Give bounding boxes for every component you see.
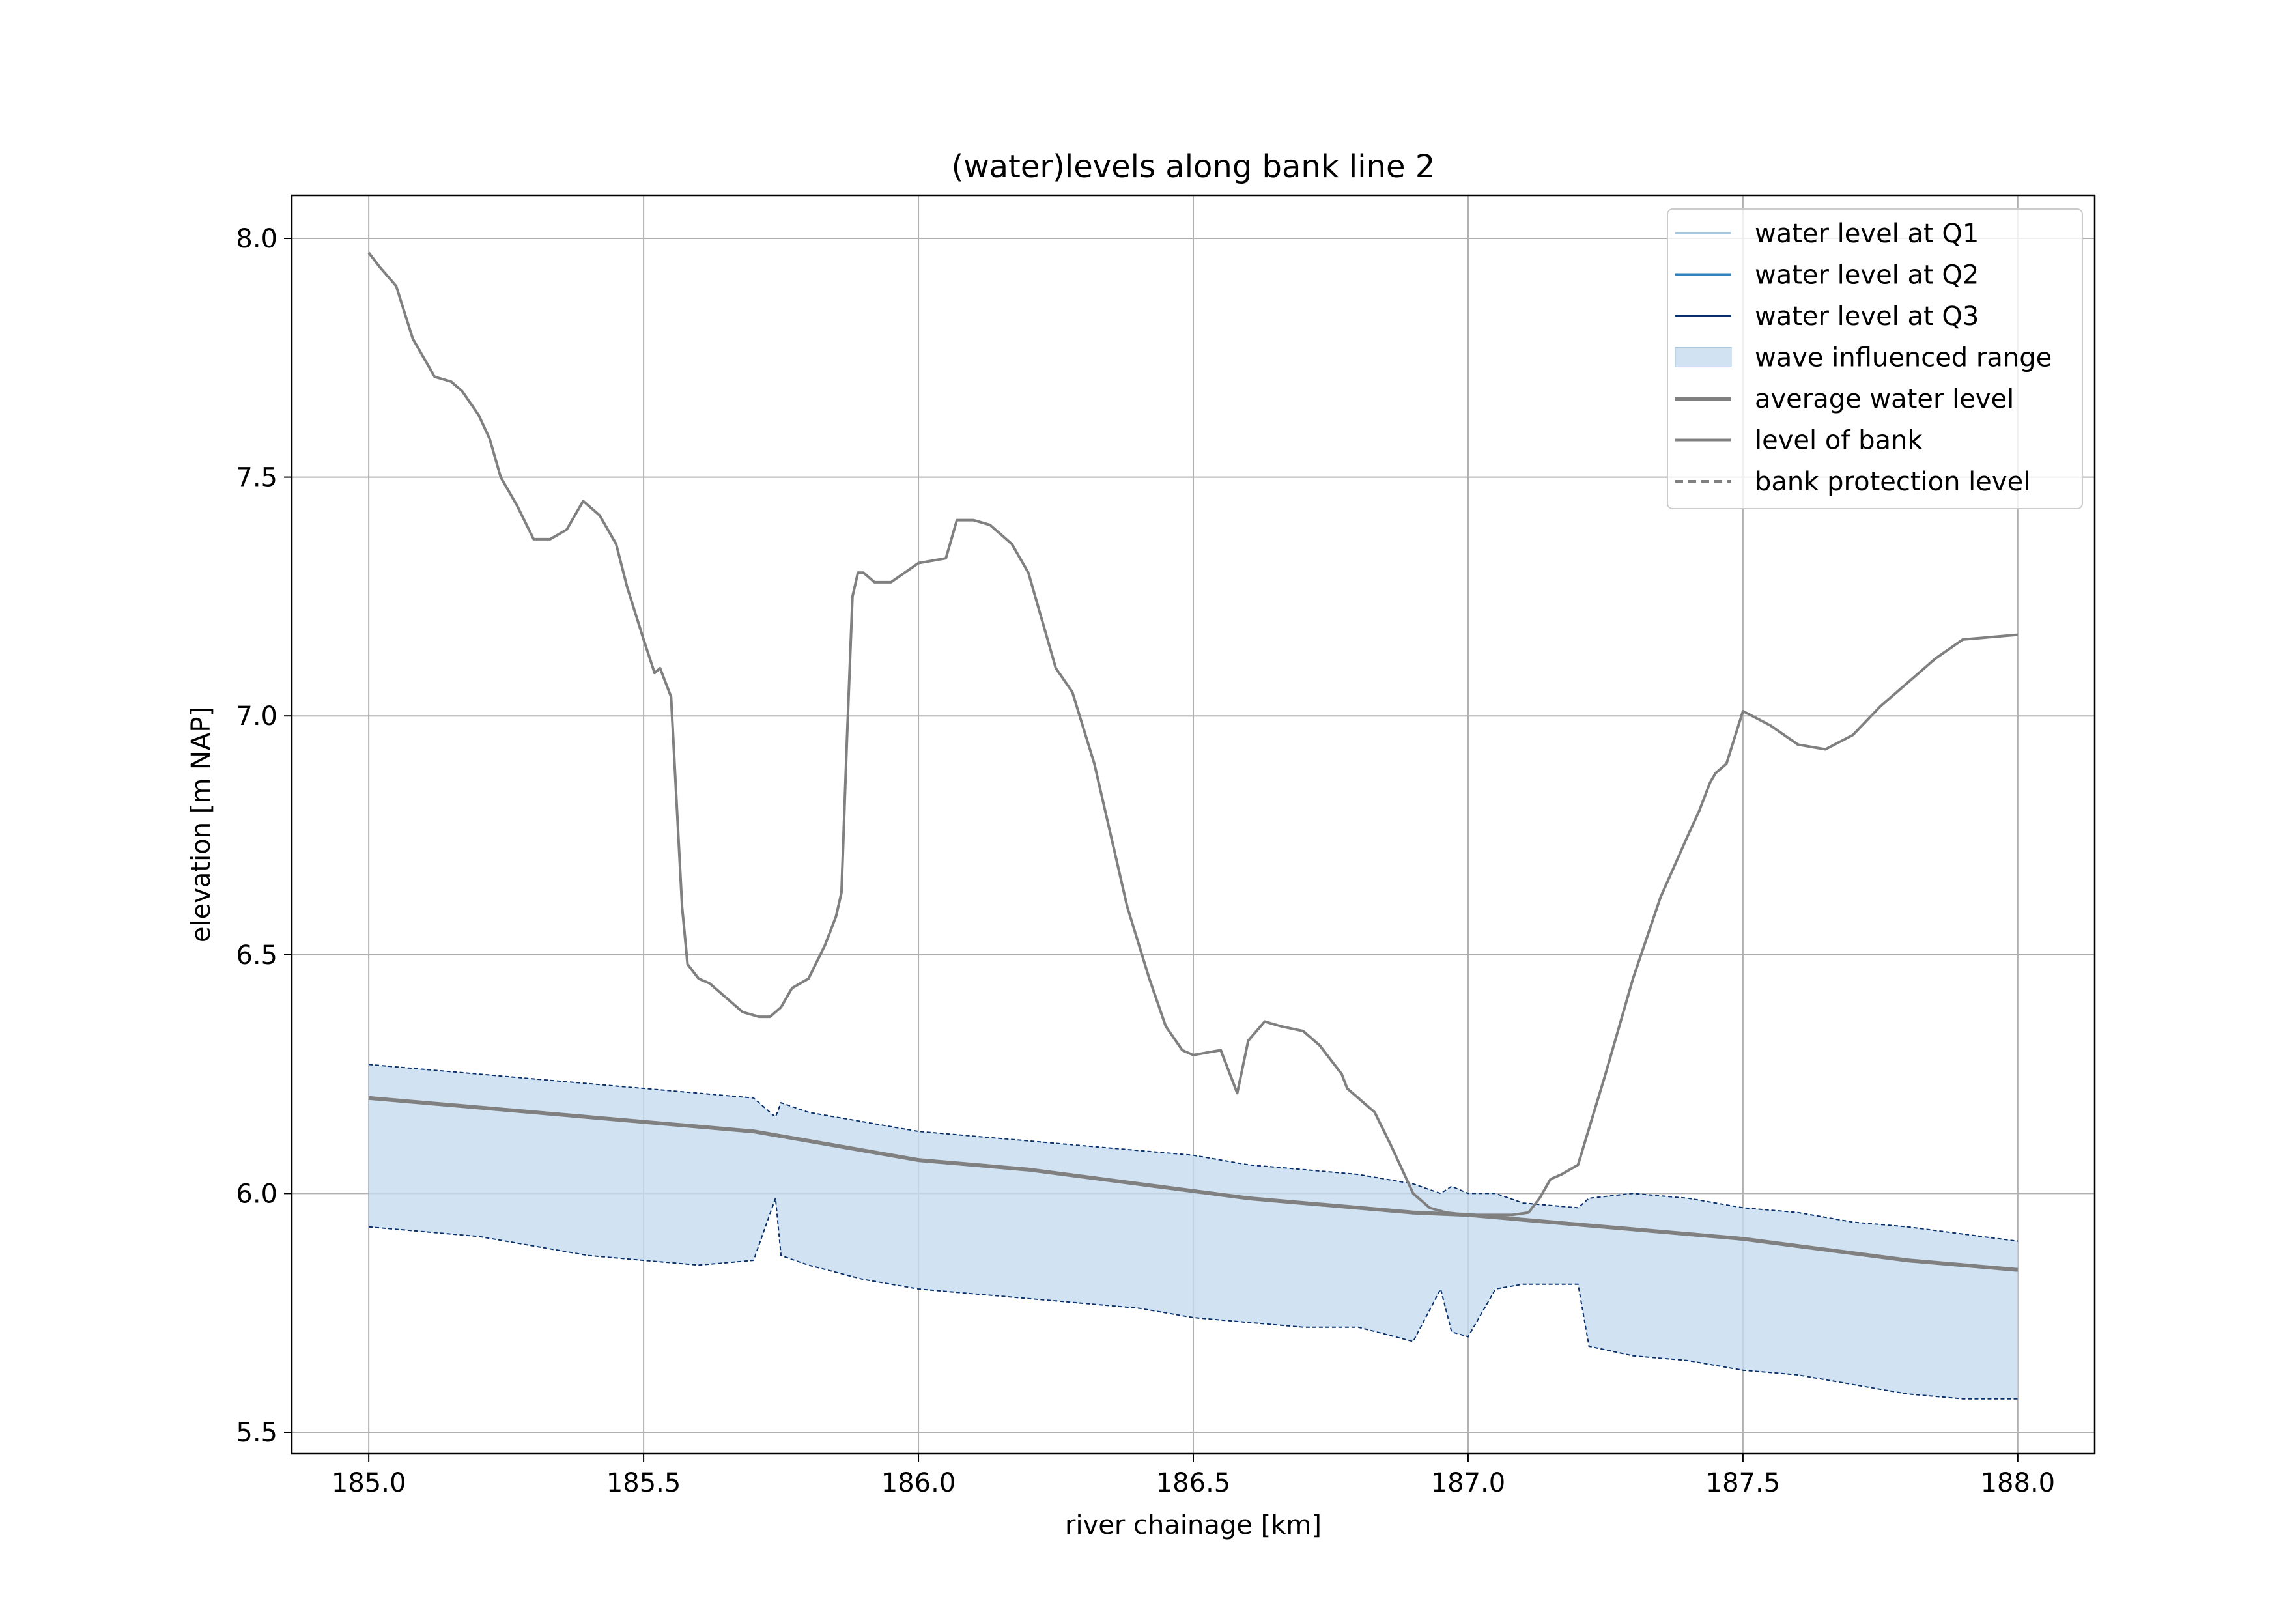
chart-title: (water)levels along bank line 2 xyxy=(952,148,1436,185)
average-water-level-line xyxy=(368,1096,2019,1272)
y-tick-label: 6.5 xyxy=(236,940,277,970)
x-tick-label: 187.5 xyxy=(1706,1468,1781,1498)
x-tick-label: 188.0 xyxy=(1981,1468,2056,1498)
y-tick-label: 8.0 xyxy=(236,224,277,254)
legend-label: water level at Q2 xyxy=(1755,261,1979,290)
x-tick-label: 187.0 xyxy=(1431,1468,1506,1498)
legend-label: average water level xyxy=(1755,384,2014,414)
y-axis-label: elevation [m NAP] xyxy=(186,707,216,942)
legend-label: level of bank xyxy=(1755,426,1923,456)
x-axis-label: river chainage [km] xyxy=(1065,1510,1322,1540)
wave-range-area xyxy=(369,1064,2019,1400)
wave-range-fill xyxy=(369,1064,2018,1399)
y-tick-label: 7.5 xyxy=(236,463,277,493)
y-tick-label: 7.0 xyxy=(236,701,277,731)
axis-ticks: 185.0 185.5 186.0 186.5 187.0 187.5 188.0 5.5 6.… xyxy=(236,224,2055,1498)
legend-label: bank protection level xyxy=(1755,467,2030,497)
legend-label: water level at Q1 xyxy=(1755,219,1979,249)
x-tick-label: 186.5 xyxy=(1156,1468,1231,1498)
legend-label: wave influenced range xyxy=(1755,343,2052,373)
legend-swatch-patch xyxy=(1675,347,1732,367)
x-tick-label: 185.5 xyxy=(606,1468,681,1498)
series-lines xyxy=(367,251,2019,1272)
level-of-bank-line xyxy=(367,251,2019,1217)
legend-label: water level at Q3 xyxy=(1755,302,1979,332)
x-tick-label: 186.0 xyxy=(881,1468,956,1498)
y-tick-label: 6.0 xyxy=(236,1179,277,1209)
plot-frame xyxy=(291,194,2096,1455)
y-tick-label: 5.5 xyxy=(236,1418,277,1448)
legend-box xyxy=(1667,208,2083,509)
legend: water level at Q1 water level at Q2 water … xyxy=(1667,208,2083,509)
wave-upper-q3-line xyxy=(369,1064,2019,1242)
x-tick-label: 185.0 xyxy=(332,1468,406,1498)
wave-lower-q3-line xyxy=(369,1198,2018,1400)
